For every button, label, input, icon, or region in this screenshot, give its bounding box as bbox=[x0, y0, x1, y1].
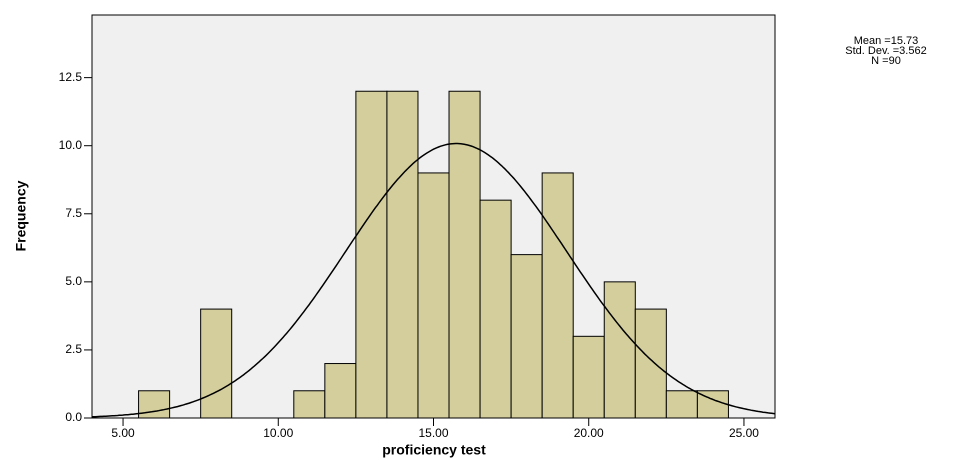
bar bbox=[355, 90, 388, 419]
y-tick-label: 5.0 bbox=[65, 274, 82, 288]
bar bbox=[448, 90, 481, 419]
bar bbox=[386, 90, 419, 419]
x-tick-label: 15.00 bbox=[418, 426, 448, 440]
bar bbox=[479, 199, 512, 419]
y-tick-label: 10.0 bbox=[59, 138, 83, 152]
y-tick-label: 7.5 bbox=[65, 206, 82, 220]
y-tick-label: 2.5 bbox=[65, 342, 82, 356]
bar bbox=[510, 254, 543, 419]
bar bbox=[665, 390, 698, 419]
x-axis-label: proficiency test bbox=[382, 442, 486, 458]
bar bbox=[541, 172, 574, 419]
y-tick-label: 12.5 bbox=[59, 70, 83, 84]
stat-label: Std. Dev. =3.562 bbox=[845, 45, 926, 57]
bar bbox=[417, 172, 450, 419]
x-tick-label: 25.00 bbox=[729, 426, 759, 440]
x-tick-label: 5.00 bbox=[111, 426, 135, 440]
x-tick-label: 20.00 bbox=[574, 426, 604, 440]
y-axis-label: Frequency bbox=[13, 180, 29, 251]
bar bbox=[293, 390, 326, 419]
bar bbox=[572, 335, 605, 419]
stat-label: N =90 bbox=[871, 55, 901, 67]
bar bbox=[634, 308, 667, 419]
bar bbox=[138, 390, 171, 419]
x-tick-label: 10.00 bbox=[263, 426, 293, 440]
y-tick-label: 0.0 bbox=[65, 410, 82, 424]
bar bbox=[200, 308, 233, 419]
bar bbox=[324, 363, 357, 419]
bar bbox=[603, 281, 636, 419]
normal-curve bbox=[91, 142, 776, 418]
stat-label: Mean =15.73 bbox=[854, 35, 919, 47]
